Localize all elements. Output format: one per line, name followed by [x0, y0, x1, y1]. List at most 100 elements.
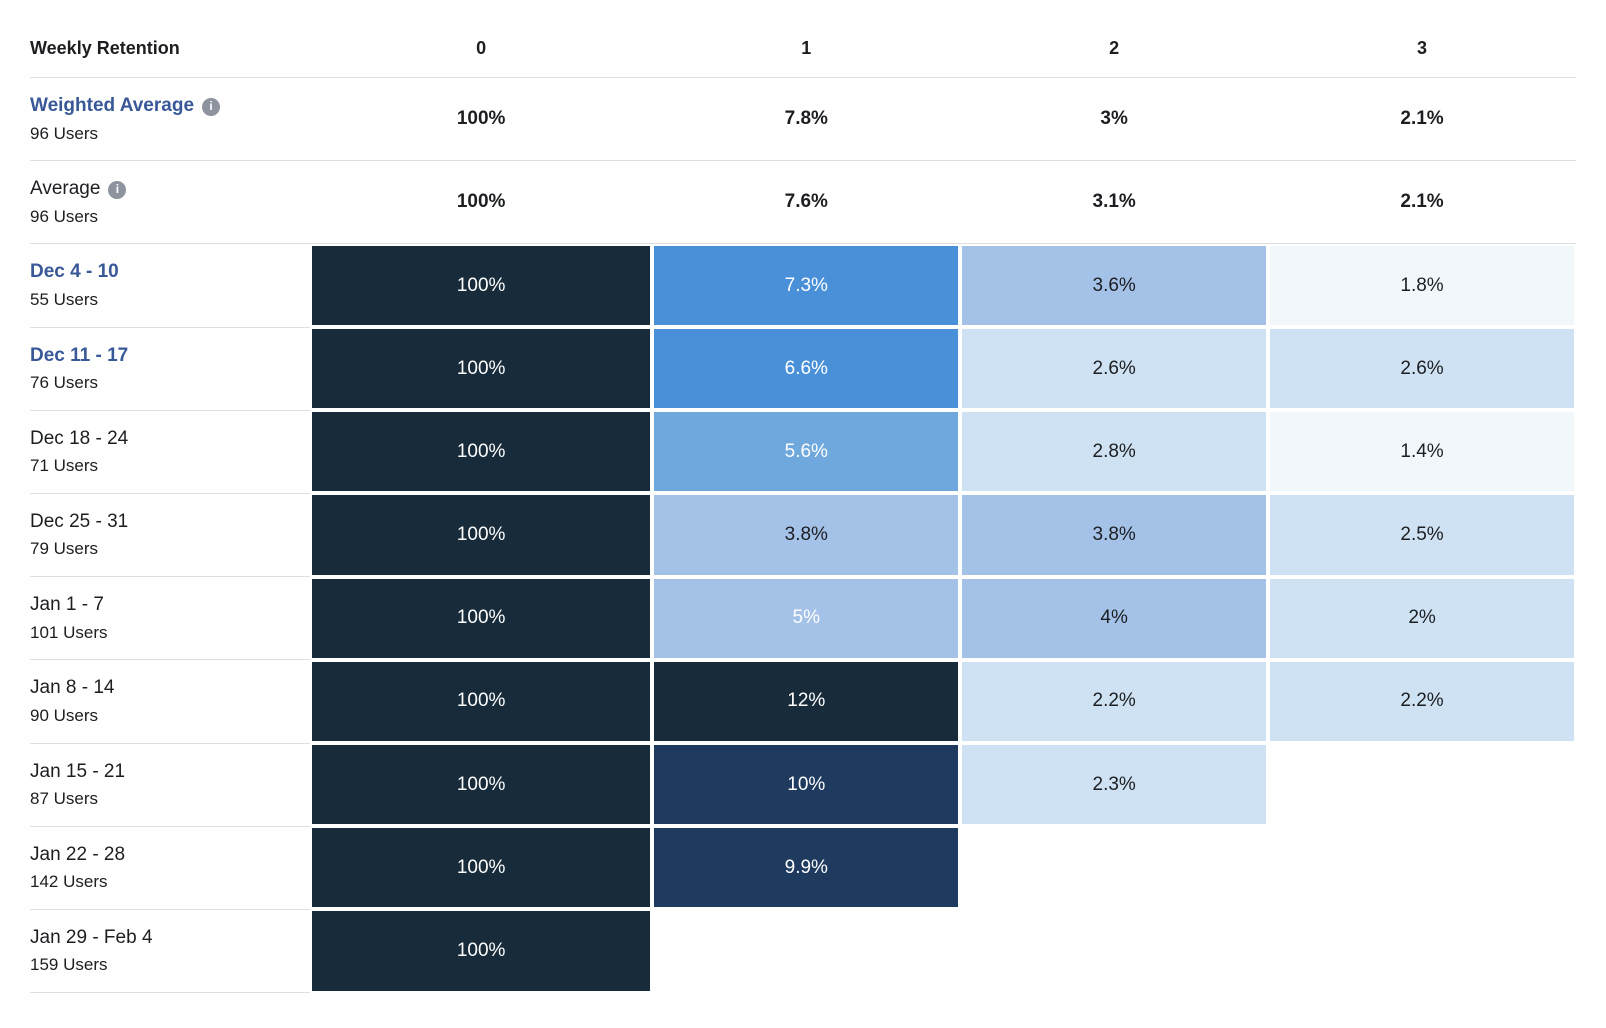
heatmap-cell[interactable]: 100% — [310, 826, 652, 909]
heatmap-cell — [960, 909, 1268, 992]
data-row: Jan 8 - 1490 Users100%12%2.2%2.2% — [30, 660, 1576, 743]
header-col-1[interactable]: 1 — [652, 20, 960, 78]
info-icon[interactable]: i — [202, 98, 220, 116]
heatmap-cell-inner[interactable]: 3.8% — [652, 493, 960, 576]
heatmap-cell-inner[interactable]: 4% — [960, 577, 1268, 660]
heatmap-cell — [652, 909, 960, 992]
info-icon[interactable]: i — [108, 181, 126, 199]
data-row: Dec 4 - 1055 Users100%7.3%3.6%1.8% — [30, 244, 1576, 327]
heatmap-cell[interactable]: 2.8% — [960, 410, 1268, 493]
heatmap-cell-inner[interactable]: 2.6% — [960, 327, 1268, 410]
heatmap-cell[interactable]: 4% — [960, 577, 1268, 660]
cohort-label: Dec 25 - 31 — [30, 511, 128, 532]
summary-value: 2.1% — [1400, 108, 1443, 129]
summary-row: Weighted Average i96 Users100% 7.8% 3% 2.1% — [30, 78, 1576, 161]
summary-value-cell: 100% — [310, 78, 652, 161]
heatmap-cell[interactable]: 10% — [652, 743, 960, 826]
cohort-label: Dec 18 - 24 — [30, 428, 128, 449]
heatmap-cell-inner[interactable]: 100% — [310, 743, 652, 826]
heatmap-cell-inner[interactable]: 10% — [652, 743, 960, 826]
row-label-sub: 96 Users — [30, 207, 98, 226]
heatmap-cell-inner[interactable]: 9.9% — [652, 826, 960, 909]
summary-value: 7.6% — [785, 191, 828, 212]
cohort-label: Jan 22 - 28 — [30, 844, 125, 865]
heatmap-cell[interactable]: 1.8% — [1268, 244, 1576, 327]
heatmap-cell-inner[interactable]: 2.5% — [1268, 493, 1576, 576]
header-row: Weekly Retention 0 1 2 3 — [30, 20, 1576, 78]
heatmap-cell — [1268, 743, 1576, 826]
header-col-0[interactable]: 0 — [310, 20, 652, 78]
heatmap-cell-inner[interactable]: 100% — [310, 577, 652, 660]
heatmap-cell[interactable]: 100% — [310, 244, 652, 327]
summary-value-cell: 7.8% — [652, 78, 960, 161]
heatmap-cell[interactable]: 3.8% — [960, 493, 1268, 576]
heatmap-cell[interactable]: 2.6% — [1268, 327, 1576, 410]
heatmap-cell-inner[interactable]: 2.2% — [960, 660, 1268, 743]
heatmap-cell[interactable]: 6.6% — [652, 327, 960, 410]
heatmap-cell[interactable]: 2.2% — [960, 660, 1268, 743]
row-label-cell[interactable]: Weighted Average i96 Users — [30, 78, 310, 161]
heatmap-cell[interactable]: 100% — [310, 493, 652, 576]
heatmap-cell[interactable]: 7.3% — [652, 244, 960, 327]
heatmap-cell-inner[interactable]: 5% — [652, 577, 960, 660]
heatmap-cell[interactable]: 2% — [1268, 577, 1576, 660]
cohort-sublabel: 79 Users — [30, 539, 98, 558]
summary-value: 3% — [1100, 108, 1127, 129]
heatmap-cell-inner[interactable]: 100% — [310, 327, 652, 410]
summary-value-cell: 2.1% — [1268, 78, 1576, 161]
heatmap-cell-inner[interactable]: 100% — [310, 244, 652, 327]
heatmap-cell[interactable]: 3.8% — [652, 493, 960, 576]
cohort-label: Jan 15 - 21 — [30, 761, 125, 782]
summary-value: 7.8% — [785, 108, 828, 129]
row-label-cell: Jan 8 - 1490 Users — [30, 660, 310, 743]
retention-table: Weekly Retention 0 1 2 3 Weighted Averag… — [30, 20, 1576, 993]
heatmap-cell[interactable]: 5% — [652, 577, 960, 660]
heatmap-cell-inner[interactable]: 1.8% — [1268, 244, 1576, 327]
row-label-cell: Average i96 Users — [30, 161, 310, 244]
heatmap-cell-inner[interactable]: 1.4% — [1268, 410, 1576, 493]
heatmap-cell[interactable]: 3.6% — [960, 244, 1268, 327]
heatmap-cell[interactable]: 1.4% — [1268, 410, 1576, 493]
heatmap-cell[interactable]: 2.5% — [1268, 493, 1576, 576]
heatmap-cell-inner[interactable]: 100% — [310, 410, 652, 493]
heatmap-cell[interactable]: 5.6% — [652, 410, 960, 493]
header-col-2[interactable]: 2 — [960, 20, 1268, 78]
heatmap-cell[interactable]: 12% — [652, 660, 960, 743]
cohort-sublabel: 87 Users — [30, 789, 98, 808]
cohort-label[interactable]: Dec 11 - 17 — [30, 345, 128, 366]
heatmap-cell-inner[interactable]: 100% — [310, 660, 652, 743]
row-label-cell[interactable]: Dec 4 - 1055 Users — [30, 244, 310, 327]
heatmap-cell[interactable]: 100% — [310, 577, 652, 660]
heatmap-cell[interactable]: 100% — [310, 743, 652, 826]
heatmap-cell-inner[interactable]: 3.8% — [960, 493, 1268, 576]
heatmap-cell-inner[interactable]: 12% — [652, 660, 960, 743]
header-col-3[interactable]: 3 — [1268, 20, 1576, 78]
summary-value-cell: 7.6% — [652, 161, 960, 244]
heatmap-cell-inner[interactable]: 2.8% — [960, 410, 1268, 493]
heatmap-cell-inner[interactable]: 6.6% — [652, 327, 960, 410]
heatmap-cell-inner[interactable]: 2% — [1268, 577, 1576, 660]
heatmap-cell-inner[interactable]: 7.3% — [652, 244, 960, 327]
heatmap-cell — [1268, 909, 1576, 992]
heatmap-cell[interactable]: 100% — [310, 410, 652, 493]
heatmap-cell[interactable]: 2.6% — [960, 327, 1268, 410]
row-label-title[interactable]: Weighted Average — [30, 95, 194, 116]
heatmap-cell[interactable]: 2.2% — [1268, 660, 1576, 743]
heatmap-cell[interactable]: 100% — [310, 327, 652, 410]
summary-value: 3.1% — [1093, 191, 1136, 212]
heatmap-cell[interactable]: 9.9% — [652, 826, 960, 909]
heatmap-cell-inner[interactable]: 2.6% — [1268, 327, 1576, 410]
heatmap-cell-inner[interactable]: 100% — [310, 909, 652, 992]
heatmap-cell[interactable]: 2.3% — [960, 743, 1268, 826]
heatmap-cell[interactable]: 100% — [310, 660, 652, 743]
heatmap-cell-inner[interactable]: 2.3% — [960, 743, 1268, 826]
heatmap-cell-inner[interactable]: 2.2% — [1268, 660, 1576, 743]
heatmap-cell-inner[interactable]: 100% — [310, 826, 652, 909]
heatmap-cell-inner[interactable]: 3.6% — [960, 244, 1268, 327]
cohort-label[interactable]: Dec 4 - 10 — [30, 261, 119, 282]
data-row: Dec 11 - 1776 Users100%6.6%2.6%2.6% — [30, 327, 1576, 410]
row-label-cell[interactable]: Dec 11 - 1776 Users — [30, 327, 310, 410]
heatmap-cell-inner[interactable]: 5.6% — [652, 410, 960, 493]
heatmap-cell[interactable]: 100% — [310, 909, 652, 992]
heatmap-cell-inner[interactable]: 100% — [310, 493, 652, 576]
